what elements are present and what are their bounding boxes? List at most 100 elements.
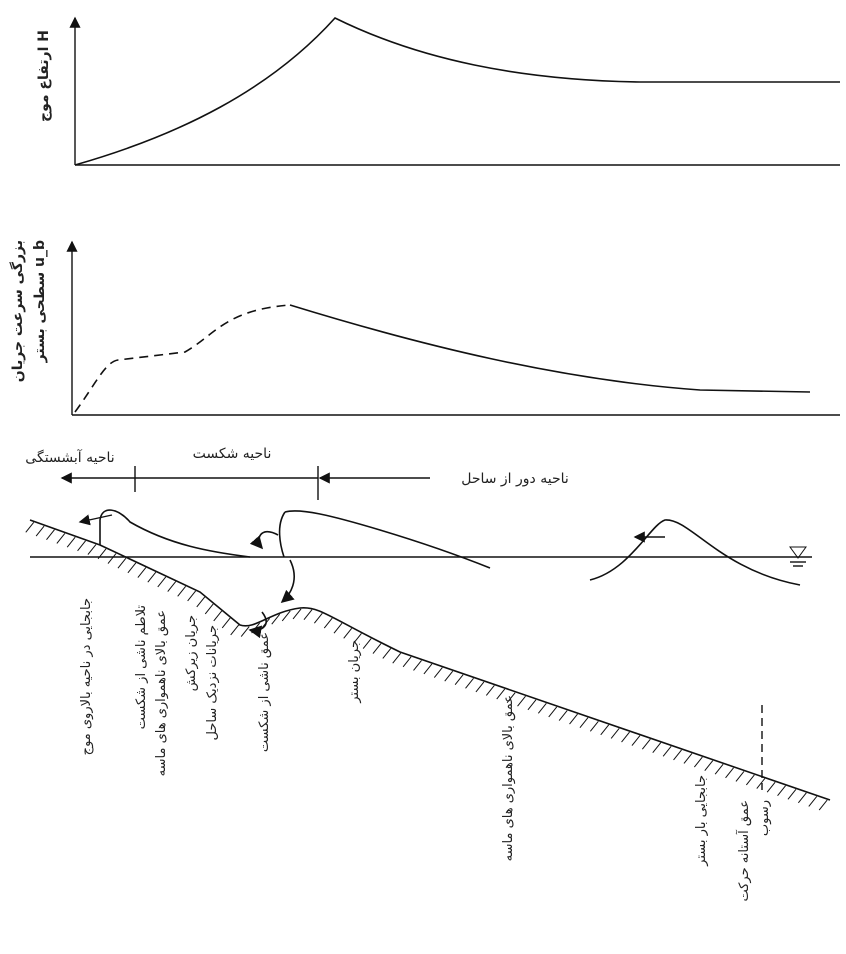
hatch-line — [714, 763, 724, 775]
hatch-line — [745, 774, 755, 786]
hatch-line — [631, 735, 641, 746]
hatch-line — [271, 613, 281, 625]
hatch-line — [454, 674, 464, 686]
hatch-line — [621, 731, 630, 743]
hatch-line — [537, 703, 547, 714]
hatch-line — [261, 618, 270, 629]
hatch-line — [485, 685, 495, 696]
hatch-line — [177, 585, 187, 597]
hatch-line — [402, 656, 412, 668]
hatch-line — [382, 648, 392, 659]
velocity-curve — [289, 304, 811, 393]
hatch-line — [766, 781, 776, 793]
hatch-line — [25, 522, 35, 533]
process-label: عمق بالای ناهمواری های ماسه — [154, 610, 169, 776]
hatch-line — [797, 792, 807, 804]
hatch-line — [433, 667, 443, 678]
wave-face — [278, 511, 286, 558]
process-label: تلاطم ناشی از شکست — [134, 605, 149, 730]
zone-label: ناحیه دور از ساحل — [461, 471, 569, 487]
seabed — [29, 519, 831, 801]
process-label: جریانات نزدیک ساحل — [205, 625, 220, 740]
y-axis-label: بزرگی سرعت جریان — [9, 240, 26, 382]
hatch-line — [548, 706, 558, 718]
hatch-line — [117, 557, 127, 569]
hatch-line — [221, 617, 231, 629]
hatch-line — [641, 738, 651, 750]
hatch-line — [683, 753, 693, 764]
hatch-line — [558, 710, 568, 721]
hatch-line — [137, 567, 147, 578]
hatch-line — [196, 596, 206, 608]
vortex-arrow — [280, 559, 295, 604]
hatch-line — [506, 692, 516, 703]
hatch-line — [292, 608, 302, 620]
hatch-line — [127, 562, 137, 574]
process-label: رسوب — [757, 800, 772, 836]
hatch-line — [157, 576, 167, 588]
hatch-line — [35, 525, 45, 537]
hatch-line — [693, 756, 703, 768]
process-label: جابجایی در ناحیه بالاروی موج — [79, 598, 94, 755]
hatch-line — [213, 610, 223, 622]
process-label: عمق ناشی از شکست — [257, 632, 272, 752]
process-label: جریان بستر — [347, 640, 362, 704]
hatch-line — [204, 603, 214, 615]
hatch-line — [323, 617, 333, 629]
swell-wave — [589, 519, 801, 586]
hatch-line — [343, 628, 353, 639]
zone-label: ناحیه شکست — [193, 446, 272, 462]
hatch-line — [56, 533, 66, 544]
hatch-line — [735, 771, 745, 782]
hatch-line — [87, 544, 97, 555]
hatch-line — [600, 724, 610, 736]
zone-label: ناحیه آبشستگی — [25, 449, 114, 466]
hatch-line — [313, 612, 323, 624]
hatch-line — [240, 626, 250, 637]
hatch-line — [77, 540, 86, 552]
hatch-line — [333, 622, 343, 634]
hatch-line — [187, 590, 197, 602]
wave-height-panel: ارتفاع موج H — [36, 16, 840, 166]
hatch-line — [704, 760, 714, 771]
water-level-symbol — [789, 546, 807, 559]
hatch-line — [281, 610, 291, 622]
hatch-line — [251, 622, 261, 634]
hatch-line — [97, 548, 107, 560]
hatch-line — [413, 660, 422, 671]
breaking-wave — [99, 509, 251, 558]
hatch-line — [517, 695, 526, 707]
swash-arrow — [78, 514, 113, 526]
hatch-line — [423, 663, 433, 675]
y-axis-label: ارتفاع موج H — [36, 30, 52, 122]
hatch-line — [353, 633, 362, 644]
velocity-curve-dashed — [74, 304, 291, 413]
hatch-line — [475, 681, 485, 693]
hatch-line — [230, 624, 240, 636]
velocity-panel: بزرگی سرعت جریان سطحی بستر u_b — [9, 240, 840, 416]
hatch-line — [662, 746, 672, 757]
hatch-line — [569, 713, 578, 725]
process-label: عمق بالای ناهمواری های ماسه — [501, 695, 516, 861]
hatch-line — [66, 536, 76, 548]
hatch-line — [652, 742, 662, 754]
hatch-line — [444, 670, 454, 682]
wave — [284, 510, 491, 569]
hatch-line — [527, 699, 537, 711]
hatch-line — [46, 529, 55, 541]
hatch-line — [589, 720, 599, 732]
hatch-line — [777, 785, 786, 797]
hatch-line — [787, 788, 797, 800]
cross-section — [25, 509, 831, 811]
hatch-line — [362, 638, 372, 649]
hatch-line — [392, 652, 402, 664]
process-label: جریان زیرکش — [184, 615, 199, 691]
wave-height-curve — [74, 17, 840, 166]
y-axis-label: سطحی بستر u_b — [32, 240, 48, 363]
hatch-line — [725, 767, 734, 779]
hatch-line — [756, 778, 766, 789]
seabed-hatching — [25, 522, 828, 811]
process-label: عمق آستانه حرکت — [735, 800, 752, 902]
process-label: جابجایی بار بستر — [694, 775, 709, 867]
